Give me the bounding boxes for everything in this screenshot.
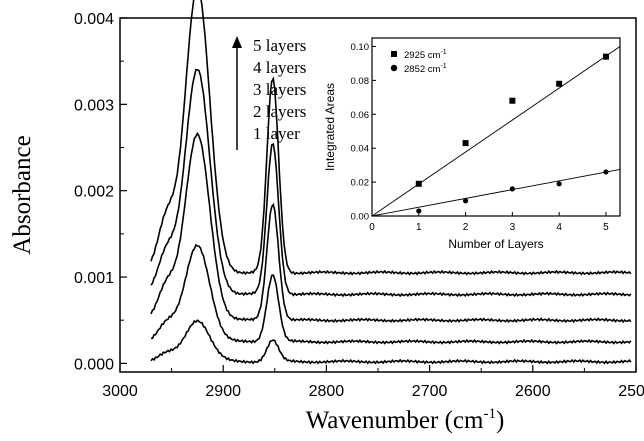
spectrum-line-3 [150,131,632,324]
legend-label-2: 2 layers [253,102,306,121]
inset-y-tick-label: 0.10 [351,42,370,53]
main-plot-marks: 3000290028002700260025000.0000.0010.0020… [74,0,644,400]
main-y-axis-label: Absorbance [9,135,36,254]
main-x-tick-label: 2800 [309,383,345,400]
inset-y-tick-label: 0.04 [351,144,370,155]
fit-line-1 [371,46,621,217]
legend-circle-marker [390,64,398,72]
main-x-tick-label: 2600 [515,383,551,400]
inset-x-tick-label: 1 [416,222,422,233]
legend-label-3: 3 layers [253,80,306,99]
data-point-2852 [416,208,422,214]
inset-legend: 2925 cm-1 2852 cm-1 [390,49,447,75]
main-y-tick-label: 0.002 [74,184,114,201]
inset-y-tick-label: 0.06 [351,110,370,121]
main-x-axis-label: Wavenumber (cm-1) [306,406,505,434]
data-point-2852 [603,169,609,175]
legend-series-2852: 2852 cm-1 [404,63,447,75]
spectrum-line-5 [150,0,632,276]
fit-line-2 [371,168,621,217]
main-y-tick-label: 0.004 [74,11,114,28]
inset-plot-frame [371,37,621,217]
legend-arrow-head [232,36,242,48]
main-y-tick-label: 0.000 [74,356,114,373]
legend-label-5: 5 layers [253,36,306,55]
inset-x-tick-label: 2 [463,222,469,233]
inset-plot-marks: 0 1 2 3 4 5 0.00 0.02 0.04 0.06 0.08 0.10 [351,42,621,233]
inset-y-axis-label: Integrated Areas [323,83,337,171]
data-point-2925 [556,80,563,87]
inset-y-tick-label: 0.00 [351,212,370,223]
legend-series-2925: 2925 cm-1 [404,49,447,61]
data-point-2925 [509,97,516,104]
data-point-2925 [602,53,609,60]
inset-x-tick-label: 4 [556,222,562,233]
inset-x-tick-label: 3 [510,222,516,233]
data-point-2852 [509,186,515,192]
main-x-tick-label: 3000 [102,383,138,400]
legend-square-marker [391,51,397,57]
spectrum-line-1 [150,319,632,365]
inset-y-tick-label: 0.08 [351,76,370,87]
inset-x-tick-label: 5 [603,222,609,233]
inset-x-axis-label: Number of Layers [448,237,543,251]
data-point-2925 [415,180,422,187]
legend-label-4: 4 layers [253,58,306,77]
inset-x-tick-label: 0 [369,222,375,233]
main-y-tick-label: 0.001 [74,270,114,287]
data-point-2852 [556,181,562,187]
data-point-2925 [462,140,469,147]
main-y-tick-label: 0.003 [74,97,114,114]
layer-legend: 5 layers 4 layers 3 layers 2 layers 1 la… [232,36,306,150]
main-x-tick-label: 2700 [412,383,448,400]
inset-y-tick-label: 0.02 [351,178,370,189]
spectrum-line-4 [150,68,632,298]
legend-label-1: 1 layer [253,124,300,143]
data-point-2852 [462,198,469,204]
spectrum-line-2 [151,243,632,345]
main-x-tick-label: 2900 [205,383,241,400]
